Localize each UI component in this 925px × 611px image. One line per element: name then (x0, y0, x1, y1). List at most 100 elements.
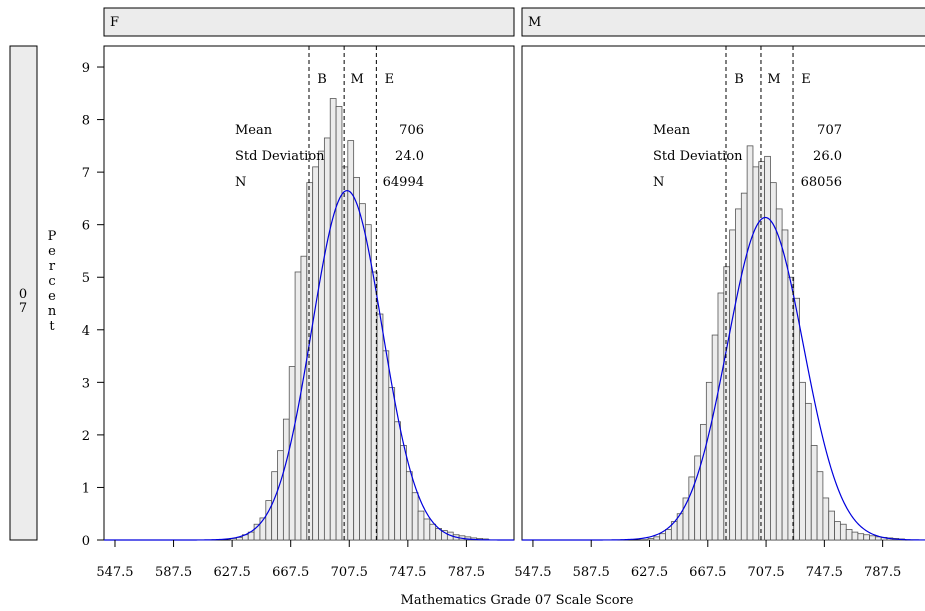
histogram-bar (857, 533, 865, 541)
histogram-bar (411, 492, 419, 541)
histogram-bar (271, 471, 278, 541)
histogram-bar (647, 538, 655, 541)
y-tick-label: 9 (82, 61, 90, 76)
reference-line-label: E (801, 72, 811, 87)
histogram-bar (770, 182, 777, 541)
stat-name: Mean (653, 123, 691, 138)
y-tick-label: 4 (82, 324, 90, 339)
y-tick-label: 5 (82, 271, 90, 286)
histogram-bar (318, 150, 325, 541)
stat-value: 26.0 (813, 149, 842, 164)
stat-name: N (653, 175, 664, 190)
x-tick-label: 747.5 (389, 565, 426, 580)
histogram-bar (711, 334, 719, 541)
histogram-bar (382, 350, 390, 541)
stat-value: 24.0 (395, 149, 424, 164)
row-strip (9, 45, 38, 541)
y-axis: 0 1 2 3 4 5 6 7 8 9 (82, 61, 104, 549)
panel-strip (521, 7, 925, 37)
x-tick-label: 587.5 (573, 565, 610, 580)
x-tick-label: 627.5 (631, 565, 668, 580)
histogram-bar (834, 521, 841, 541)
panel-f: F B M E Mean 706 Std Deviation 24.0 N 64994 547.5 5… (96, 7, 515, 580)
reference-line-label: M (350, 72, 363, 87)
x-tick-label: 747.5 (806, 565, 843, 580)
stat-name: Mean (235, 123, 273, 138)
histogram-bar (364, 224, 372, 541)
panel-m: M B M E Mean 707 Std Deviation 26.0 N 68056 547.5 5… (514, 7, 925, 580)
histogram-bar (700, 423, 707, 541)
histogram-bar (335, 106, 343, 541)
panel-strip-label: F (110, 15, 119, 30)
histogram-bar (423, 518, 431, 541)
y-tick-label: 2 (82, 429, 90, 444)
histogram-bar (400, 445, 407, 541)
reference-line-label: B (734, 72, 744, 87)
histogram-bar (839, 523, 847, 541)
x-tick-label: 547.5 (96, 565, 133, 580)
histogram-bar (828, 510, 835, 541)
histogram-bar (705, 381, 713, 541)
x-tick-label: 787.5 (864, 565, 901, 580)
stat-value: 707 (817, 123, 842, 138)
reference-line-label: E (385, 72, 395, 87)
x-tick-label: 787.5 (448, 565, 485, 580)
histogram-bar (799, 381, 806, 541)
histogram-bar (347, 140, 355, 541)
histogram-bar (822, 497, 830, 541)
x-tick-label: 587.5 (155, 565, 192, 580)
x-tick-label: 667.5 (272, 565, 309, 580)
histogram-bar (312, 166, 319, 541)
histogram-bar (665, 529, 672, 541)
stat-value: 68056 (801, 175, 842, 190)
histogram-bar (323, 137, 331, 541)
histogram-bar (429, 523, 437, 541)
x-axis-label: Mathematics Grade 07 Scale Score (401, 593, 634, 608)
y-tick-label: 7 (82, 166, 90, 181)
histogram-bar (329, 98, 337, 541)
histogram-bar (388, 387, 396, 541)
histogram-bar (659, 533, 666, 541)
histogram-bar (787, 276, 795, 541)
histogram-bar (417, 510, 425, 541)
histogram-bar (793, 297, 800, 541)
histogram-bar (805, 402, 812, 541)
stat-value: 64994 (383, 175, 424, 190)
histogram-bar (869, 535, 876, 541)
histogram-bar (717, 292, 725, 541)
panel-strip-label: M (528, 15, 541, 30)
histogram-bar (851, 531, 859, 541)
x-tick-label: 627.5 (214, 565, 251, 580)
histogram-bar (300, 255, 308, 541)
histogram-bar (359, 203, 366, 541)
histogram-bar (735, 208, 742, 541)
x-tick-label: 547.5 (514, 565, 551, 580)
histogram-bar (288, 366, 296, 541)
histogram-bar (341, 166, 349, 541)
histogram-bar (405, 471, 413, 541)
histogram-bar (781, 229, 789, 541)
histogram-bar (845, 529, 853, 541)
histogram-bar (376, 313, 384, 541)
x-tick-label: 707.5 (747, 565, 784, 580)
histogram-bar (729, 229, 736, 541)
y-tick-label: 3 (82, 376, 90, 391)
x-tick-label: 707.5 (331, 565, 368, 580)
histogram-bar (746, 145, 754, 541)
y-tick-label: 8 (82, 114, 90, 129)
stat-value: 706 (399, 123, 424, 138)
normal-density-curve (104, 189, 515, 541)
histogram-bar (723, 266, 731, 541)
histogram-bar (282, 418, 290, 541)
histogram-bar (306, 182, 314, 541)
y-tick-label: 0 (82, 534, 90, 549)
panels-layer: F B M E Mean 706 Std Deviation 24.0 N 64994 547.5 5… (96, 7, 925, 580)
histogram-bar (810, 445, 818, 541)
histogram-bar (394, 421, 401, 541)
panel-strip (103, 7, 515, 37)
y-tick-label: 1 (82, 481, 90, 496)
stat-name: Std Deviation (653, 149, 743, 164)
reference-line-label: M (767, 72, 780, 87)
